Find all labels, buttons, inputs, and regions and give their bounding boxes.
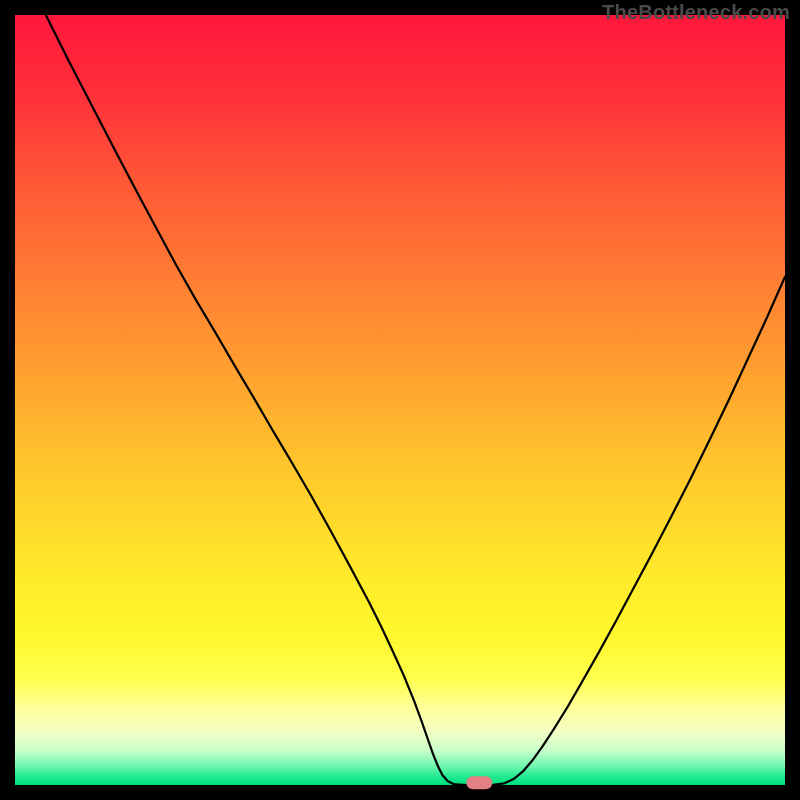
chart-container: TheBottleneck.com xyxy=(0,0,800,800)
optimal-marker xyxy=(466,776,492,789)
watermark-text: TheBottleneck.com xyxy=(602,2,790,25)
bottleneck-chart xyxy=(0,0,800,800)
